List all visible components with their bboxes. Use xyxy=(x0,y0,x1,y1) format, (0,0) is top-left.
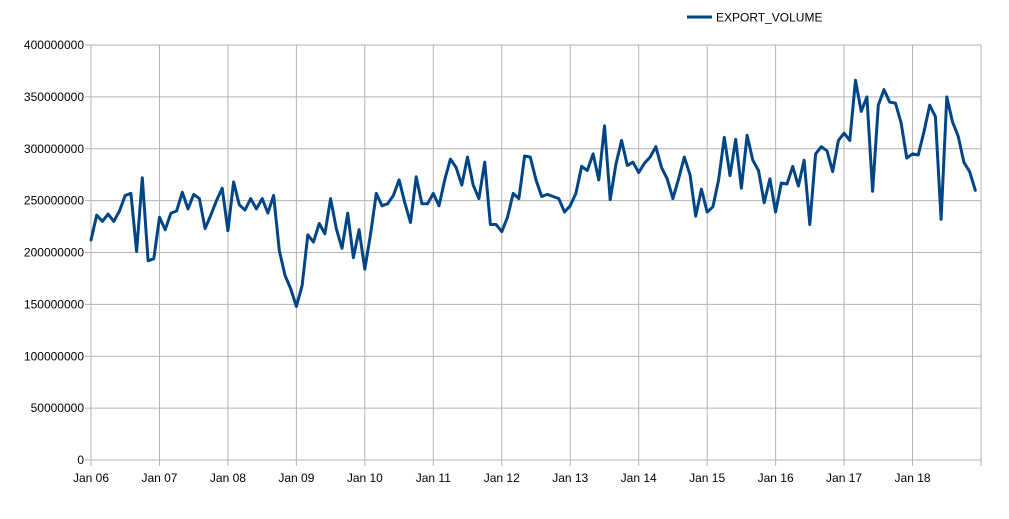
x-tick-label: Jan 07 xyxy=(141,471,177,485)
x-tick-label: Jan 13 xyxy=(552,471,588,485)
series-line xyxy=(89,78,977,308)
x-tick-label: Jan 18 xyxy=(895,471,931,485)
y-tick-label: 400000000 xyxy=(24,38,84,52)
x-tick-label: Jan 10 xyxy=(347,471,383,485)
x-tick-label: Jan 09 xyxy=(278,471,314,485)
y-tick-label: 250000000 xyxy=(24,194,84,208)
y-axis-ticks: 0 50000000 100000000 150000000 200000000 2500… xyxy=(24,38,84,467)
series-layer xyxy=(89,78,977,308)
x-tick-label: Jan 08 xyxy=(210,471,246,485)
y-tick-label: 100000000 xyxy=(24,349,84,363)
y-tick-label: 150000000 xyxy=(24,297,84,311)
x-axis-ticks: Jan 06 Jan 07 Jan 08 Jan 09 Jan 10 Jan 11 Jan … xyxy=(73,471,931,485)
x-tick-label: Jan 15 xyxy=(689,471,725,485)
x-tick-label: Jan 16 xyxy=(758,471,794,485)
x-tick-label: Jan 17 xyxy=(826,471,862,485)
x-tick-label: Jan 06 xyxy=(73,471,109,485)
y-tick-label: 350000000 xyxy=(24,90,84,104)
y-tick-label: 0 xyxy=(77,453,84,467)
legend: EXPORT_VOLUME xyxy=(687,11,822,25)
x-tick-label: Jan 12 xyxy=(484,471,520,485)
grid xyxy=(90,44,982,461)
x-tick-label: Jan 14 xyxy=(621,471,657,485)
legend-label: EXPORT_VOLUME xyxy=(716,11,822,25)
y-tick-label: 50000000 xyxy=(31,401,85,415)
y-tick-label: 200000000 xyxy=(24,246,84,260)
axes xyxy=(85,44,982,466)
x-tick-label: Jan 11 xyxy=(416,471,451,485)
y-tick-label: 300000000 xyxy=(24,142,84,156)
